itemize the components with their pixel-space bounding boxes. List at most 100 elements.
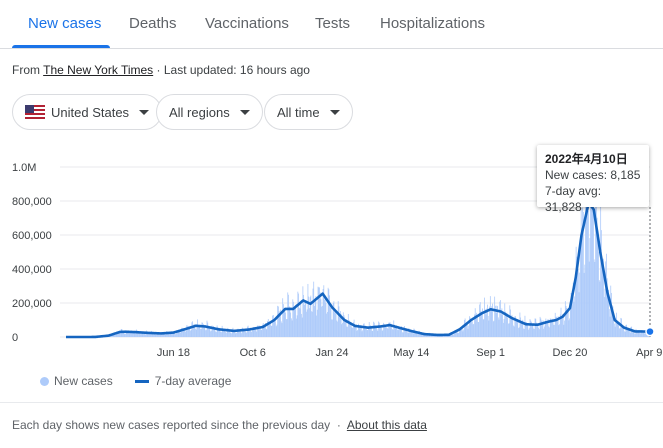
new-cases-bar: [482, 308, 483, 337]
new-cases-bar: [251, 331, 253, 337]
new-cases-bar: [341, 324, 343, 337]
new-cases-bar: [578, 292, 580, 337]
new-cases-bar: [573, 301, 575, 337]
new-cases-bar: [399, 328, 401, 337]
new-cases-bar: [280, 321, 282, 337]
new-cases-bar: [280, 309, 281, 337]
new-cases-bar: [133, 332, 135, 337]
new-cases-bar: [576, 256, 578, 337]
new-cases-bar: [529, 319, 531, 337]
new-cases-bar: [245, 332, 247, 337]
new-cases-bar: [458, 333, 460, 337]
new-cases-bar: [443, 335, 444, 337]
new-cases-bar: [586, 203, 588, 337]
new-cases-bar: [195, 328, 196, 337]
new-cases-bar: [347, 326, 348, 337]
new-cases-bar: [623, 326, 625, 337]
new-cases-bar: [630, 326, 632, 337]
new-cases-bar: [474, 308, 476, 337]
new-cases-bar: [378, 322, 380, 337]
new-cases-bar: [206, 320, 208, 337]
new-cases-bar: [486, 308, 488, 337]
new-cases-bar: [515, 319, 517, 337]
new-cases-bar: [219, 327, 221, 337]
new-cases-bar: [616, 322, 618, 337]
new-cases-bar: [469, 316, 470, 337]
new-cases-bar: [321, 305, 323, 337]
new-cases-bar: [342, 312, 344, 337]
tab-tests[interactable]: Tests: [315, 15, 351, 32]
time-range-dropdown[interactable]: All time: [264, 94, 353, 130]
country-dropdown[interactable]: United States: [12, 94, 163, 130]
new-cases-bar: [618, 323, 620, 337]
tab-hospitalizations[interactable]: Hospitalizations: [380, 15, 486, 32]
new-cases-bar: [457, 333, 459, 337]
new-cases-bar: [452, 334, 454, 337]
new-cases-bar: [222, 328, 224, 337]
new-cases-bar: [500, 314, 502, 337]
new-cases-bar: [114, 334, 116, 337]
new-cases-bar: [215, 332, 217, 337]
new-cases-bar: [146, 332, 148, 337]
new-cases-bar: [563, 324, 565, 337]
new-cases-bar: [144, 333, 146, 337]
new-cases-bar: [256, 331, 258, 337]
source-link[interactable]: The New York Times: [43, 63, 154, 77]
new-cases-bar: [228, 330, 230, 337]
new-cases-bar: [509, 305, 511, 337]
new-cases-bar: [295, 318, 297, 337]
new-cases-bar: [294, 306, 296, 337]
new-cases-bar: [589, 238, 591, 337]
new-cases-bar: [515, 316, 516, 337]
new-cases-bar: [501, 308, 503, 337]
new-cases-bar: [613, 323, 615, 337]
new-cases-bar: [536, 322, 537, 337]
footer-note: Each day shows new cases reported since …: [12, 418, 331, 432]
new-cases-bar: [244, 328, 246, 337]
new-cases-bar: [299, 308, 301, 337]
new-cases-bar: [301, 313, 302, 337]
new-cases-bar: [533, 328, 534, 337]
tab-deaths[interactable]: Deaths: [129, 15, 177, 32]
new-cases-bar: [287, 292, 289, 337]
new-cases-bar: [519, 312, 521, 337]
new-cases-bar: [308, 308, 310, 337]
new-cases-bar: [183, 328, 185, 337]
new-cases-bar: [149, 334, 151, 337]
x-axis: Jun 18 Oct 6 Jan 24 May 14 Sep 1 Dec 20 Apr 9: [157, 347, 663, 359]
new-cases-bar: [510, 309, 511, 337]
about-data-link[interactable]: About this data: [346, 418, 427, 432]
new-cases-bar: [166, 331, 168, 337]
new-cases-bar: [223, 329, 224, 337]
new-cases-bar: [427, 335, 429, 337]
new-cases-bar: [235, 333, 237, 337]
new-cases-bar: [386, 327, 388, 337]
new-cases-bar: [414, 329, 416, 337]
tab-new-cases[interactable]: New cases: [28, 15, 102, 32]
new-cases-bar: [631, 326, 633, 337]
tab-vaccinations[interactable]: Vaccinations: [205, 15, 289, 32]
new-cases-bar: [571, 299, 573, 337]
new-cases-bar: [204, 327, 206, 337]
footer-separator: ·: [336, 418, 341, 432]
new-cases-bar: [629, 332, 631, 337]
new-cases-bar: [123, 331, 125, 337]
new-cases-bar: [411, 330, 413, 337]
new-cases-bar: [286, 319, 288, 337]
new-cases-bar: [384, 325, 386, 337]
new-cases-bar: [304, 302, 306, 337]
new-cases-bar: [165, 334, 167, 337]
new-cases-bar: [598, 280, 600, 337]
new-cases-bar: [504, 303, 506, 337]
new-cases-bar: [151, 332, 153, 337]
new-cases-bar: [264, 323, 266, 337]
region-dropdown[interactable]: All regions: [156, 94, 263, 130]
new-cases-bar: [525, 322, 527, 337]
new-cases-bar: [168, 332, 170, 337]
new-cases-bar: [177, 330, 178, 337]
cases-chart[interactable]: 0 200,000 400,000 600,000 800,000 1.0M Jun 18…: [0, 140, 663, 365]
new-cases-bar: [153, 333, 155, 337]
new-cases-bar: [323, 285, 325, 337]
new-cases-bar: [230, 332, 232, 337]
new-cases-bar: [352, 322, 354, 337]
